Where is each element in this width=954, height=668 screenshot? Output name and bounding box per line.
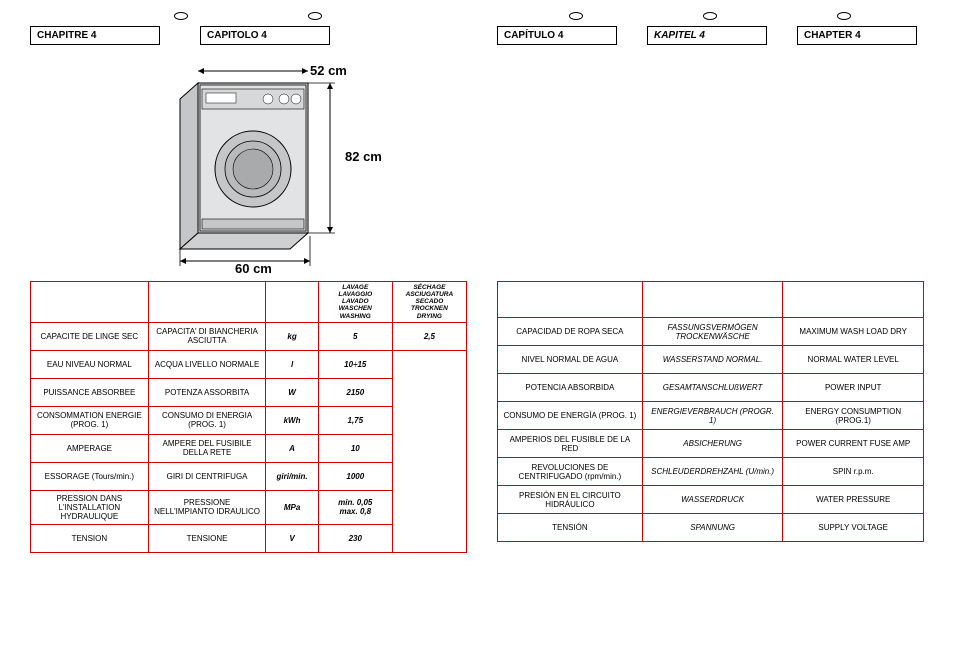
- cell-unit: MPa: [266, 490, 318, 524]
- chapter-row-right: CAPÍTULO 4 KAPITEL 4 CHAPTER 4: [497, 26, 924, 45]
- cell-it: PRESSIONE NELL'IMPIANTO IDRAULICO: [148, 490, 266, 524]
- hole-icon: [308, 12, 322, 20]
- left-column: CHAPITRE 4 CAPITOLO 4: [30, 12, 467, 553]
- cell-es: NIVEL NORMAL DE AGUA: [497, 346, 642, 374]
- right-spacer: [497, 51, 924, 281]
- washing-machine-icon: [150, 61, 370, 271]
- cell-en: SPIN r.p.m.: [783, 458, 924, 486]
- cell-dry-blank: [392, 350, 466, 552]
- cell-en: NORMAL WATER LEVEL: [783, 346, 924, 374]
- cell-unit: V: [266, 524, 318, 552]
- dim-height: 82 cm: [345, 149, 382, 164]
- cell-en: POWER INPUT: [783, 374, 924, 402]
- spec-table-right: CAPACIDAD DE ROPA SECAFASSUNGSVERMÖGEN T…: [497, 281, 924, 542]
- table-row: CAPACITE DE LINGE SECCAPACITA' DI BIANCH…: [31, 322, 467, 350]
- cell-it: ACQUA LIVELLO NORMALE: [148, 350, 266, 378]
- cell-en: WATER PRESSURE: [783, 486, 924, 514]
- hole-icon: [569, 12, 583, 20]
- cell-de: WASSERSTAND NORMAL.: [642, 346, 783, 374]
- cell-wash: 230: [318, 524, 392, 552]
- cell-it: POTENZA ASSORBITA: [148, 378, 266, 406]
- table-row: POTENCIA ABSORBIDAGESAMTANSCHLUßWERTPOWE…: [497, 374, 923, 402]
- cell-de: SPANNUNG: [642, 514, 783, 542]
- cell-it: GIRI DI CENTRIFUGA: [148, 462, 266, 490]
- hole-icon: [174, 12, 188, 20]
- cell-de: WASSERDRUCK: [642, 486, 783, 514]
- binder-holes-left: [30, 12, 467, 20]
- cell-fr: EAU NIVEAU NORMAL: [31, 350, 149, 378]
- cell-es: PRESIÓN EN EL CIRCUITO HIDRÁULICO: [497, 486, 642, 514]
- cell-es: TENSIÓN: [497, 514, 642, 542]
- machine-figure: 52 cm 82 cm 60 cm: [30, 51, 467, 281]
- cell-es: AMPERIOS DEL FUSIBLE DE LA RED: [497, 430, 642, 458]
- cell-en: ENERGY CONSUMPTION (PROG.1): [783, 402, 924, 430]
- cell-it: CAPACITA' DI BIANCHERIA ASCIUTTA: [148, 322, 266, 350]
- hole-icon: [703, 12, 717, 20]
- cell-de: GESAMTANSCHLUßWERT: [642, 374, 783, 402]
- table-row: TENSIÓNSPANNUNGSUPPLY VOLTAGE: [497, 514, 923, 542]
- page-root: CHAPITRE 4 CAPITOLO 4: [0, 0, 954, 573]
- cell-dry: 2,5: [392, 322, 466, 350]
- cell-fr: CONSOMMATION ENERGIE (PROG. 1): [31, 406, 149, 434]
- cell-de: ABSICHERUNG: [642, 430, 783, 458]
- cell-unit: l: [266, 350, 318, 378]
- cell-unit: giri/min.: [266, 462, 318, 490]
- cell-wash: 10: [318, 434, 392, 462]
- cell-en: POWER CURRENT FUSE AMP: [783, 430, 924, 458]
- cell-unit: A: [266, 434, 318, 462]
- dim-depth: 60 cm: [235, 261, 272, 276]
- cell-wash: 5: [318, 322, 392, 350]
- hdr-wash: LAVAGELAVAGGIOLAVADOWASCHENWASHING: [318, 282, 392, 323]
- cell-wash: 1000: [318, 462, 392, 490]
- cell-unit: W: [266, 378, 318, 406]
- dim-width: 52 cm: [310, 63, 347, 78]
- chapter-row-left: CHAPITRE 4 CAPITOLO 4: [30, 26, 467, 45]
- chapter-es: CAPÍTULO 4: [497, 26, 617, 45]
- cell-fr: AMPERAGE: [31, 434, 149, 462]
- cell-fr: ESSORAGE (Tours/min.): [31, 462, 149, 490]
- table-row: PRESIÓN EN EL CIRCUITO HIDRÁULICOWASSERD…: [497, 486, 923, 514]
- chapter-de: KAPITEL 4: [647, 26, 767, 45]
- cell-de: FASSUNGSVERMÖGEN TROCKENWÄSCHE: [642, 318, 783, 346]
- cell-es: REVOLUCIONES DE CENTRIFUGADO (rpm/min.): [497, 458, 642, 486]
- table-row: AMPERIOS DEL FUSIBLE DE LA REDABSICHERUN…: [497, 430, 923, 458]
- table-row: CONSUMO DE ENERGÍA (PROG. 1)ENERGIEVERBR…: [497, 402, 923, 430]
- chapter-it: CAPITOLO 4: [200, 26, 330, 45]
- cell-unit: kWh: [266, 406, 318, 434]
- table-row: REVOLUCIONES DE CENTRIFUGADO (rpm/min.)S…: [497, 458, 923, 486]
- right-column: CAPÍTULO 4 KAPITEL 4 CHAPTER 4 CAPACIDAD…: [497, 12, 924, 553]
- cell-wash: 2150: [318, 378, 392, 406]
- table-row: EAU NIVEAU NORMALACQUA LIVELLO NORMALEl1…: [31, 350, 467, 378]
- cell-fr: CAPACITE DE LINGE SEC: [31, 322, 149, 350]
- cell-es: CAPACIDAD DE ROPA SECA: [497, 318, 642, 346]
- chapter-en: CHAPTER 4: [797, 26, 917, 45]
- cell-it: TENSIONE: [148, 524, 266, 552]
- cell-en: SUPPLY VOLTAGE: [783, 514, 924, 542]
- hdr-dry: SÉCHAGEASCIUGATURASECADOTROCKNENDRYING: [392, 282, 466, 323]
- cell-de: ENERGIEVERBRAUCH (PROGR. 1): [642, 402, 783, 430]
- cell-it: AMPERE DEL FUSIBILE DELLA RETE: [148, 434, 266, 462]
- cell-es: POTENCIA ABSORBIDA: [497, 374, 642, 402]
- cell-wash: 1,75: [318, 406, 392, 434]
- cell-es: CONSUMO DE ENERGÍA (PROG. 1): [497, 402, 642, 430]
- cell-de: SCHLEUDERDREHZAHL (U/min.): [642, 458, 783, 486]
- binder-holes-right: [497, 12, 924, 20]
- spec-table-left: LAVAGELAVAGGIOLAVADOWASCHENWASHINGSÉCHAG…: [30, 281, 467, 553]
- table-row: NIVEL NORMAL DE AGUAWASSERSTAND NORMAL.N…: [497, 346, 923, 374]
- cell-en: MAXIMUM WASH LOAD DRY: [783, 318, 924, 346]
- table-row: CAPACIDAD DE ROPA SECAFASSUNGSVERMÖGEN T…: [497, 318, 923, 346]
- chapter-fr: CHAPITRE 4: [30, 26, 160, 45]
- cell-fr: PRESSION DANS L'INSTALLATION HYDRAULIQUE: [31, 490, 149, 524]
- cell-unit: kg: [266, 322, 318, 350]
- cell-it: CONSUMO DI ENERGIA (PROG. 1): [148, 406, 266, 434]
- hole-icon: [837, 12, 851, 20]
- cell-fr: TENSION: [31, 524, 149, 552]
- cell-fr: PUISSANCE ABSORBEE: [31, 378, 149, 406]
- cell-wash: 10÷15: [318, 350, 392, 378]
- cell-wash: min. 0,05max. 0,8: [318, 490, 392, 524]
